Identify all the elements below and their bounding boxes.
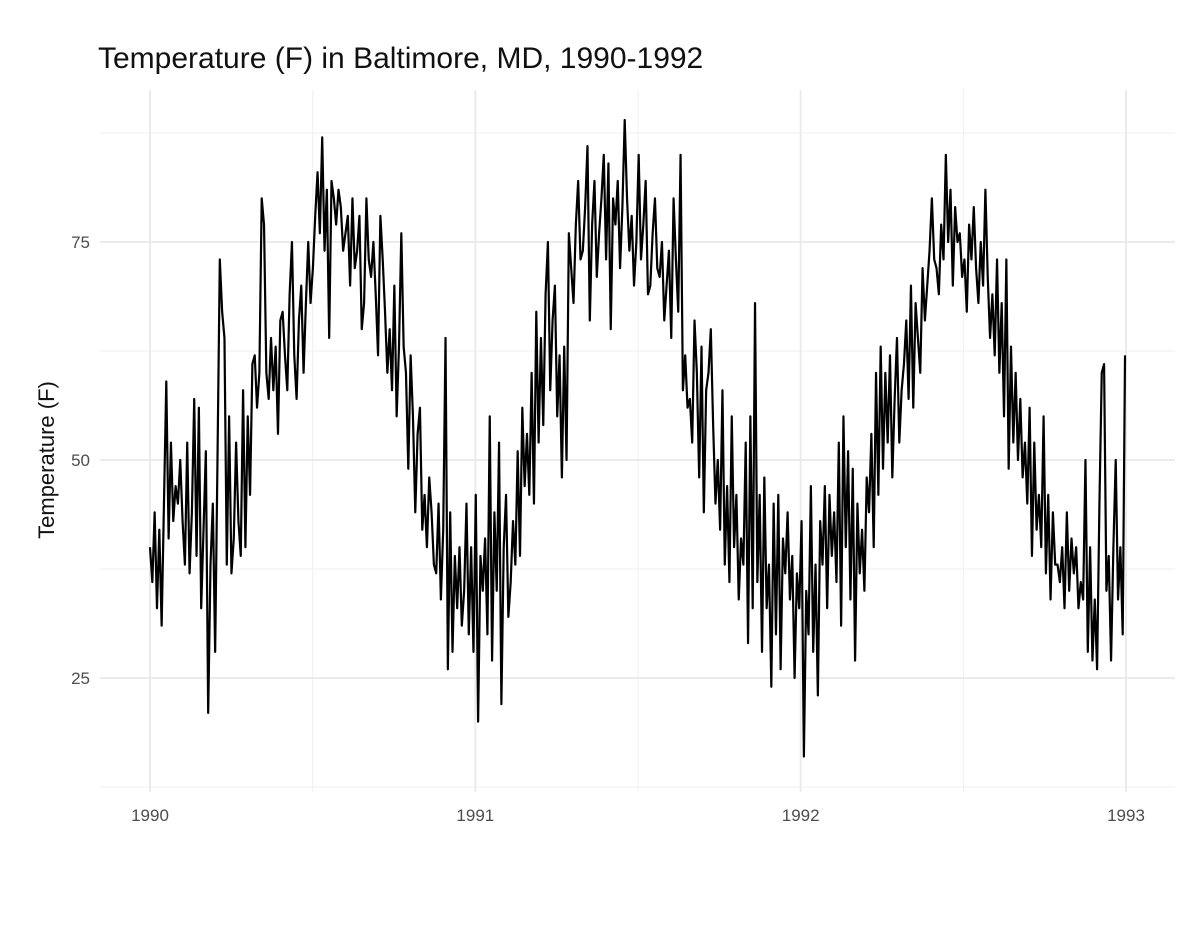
y-tick-label: 50 bbox=[71, 451, 90, 470]
y-tick-label: 25 bbox=[71, 669, 90, 688]
y-axis-label: Temperature (F) bbox=[34, 381, 59, 539]
x-tick-label: 1993 bbox=[1107, 806, 1145, 825]
y-tick-label: 75 bbox=[71, 233, 90, 252]
x-tick-label: 1991 bbox=[456, 806, 494, 825]
x-tick-label: 1992 bbox=[782, 806, 820, 825]
x-tick-label: 1990 bbox=[131, 806, 169, 825]
series-line-temperature bbox=[148, 118, 1127, 758]
chart-title: Temperature (F) in Baltimore, MD, 1990-1… bbox=[98, 42, 704, 75]
